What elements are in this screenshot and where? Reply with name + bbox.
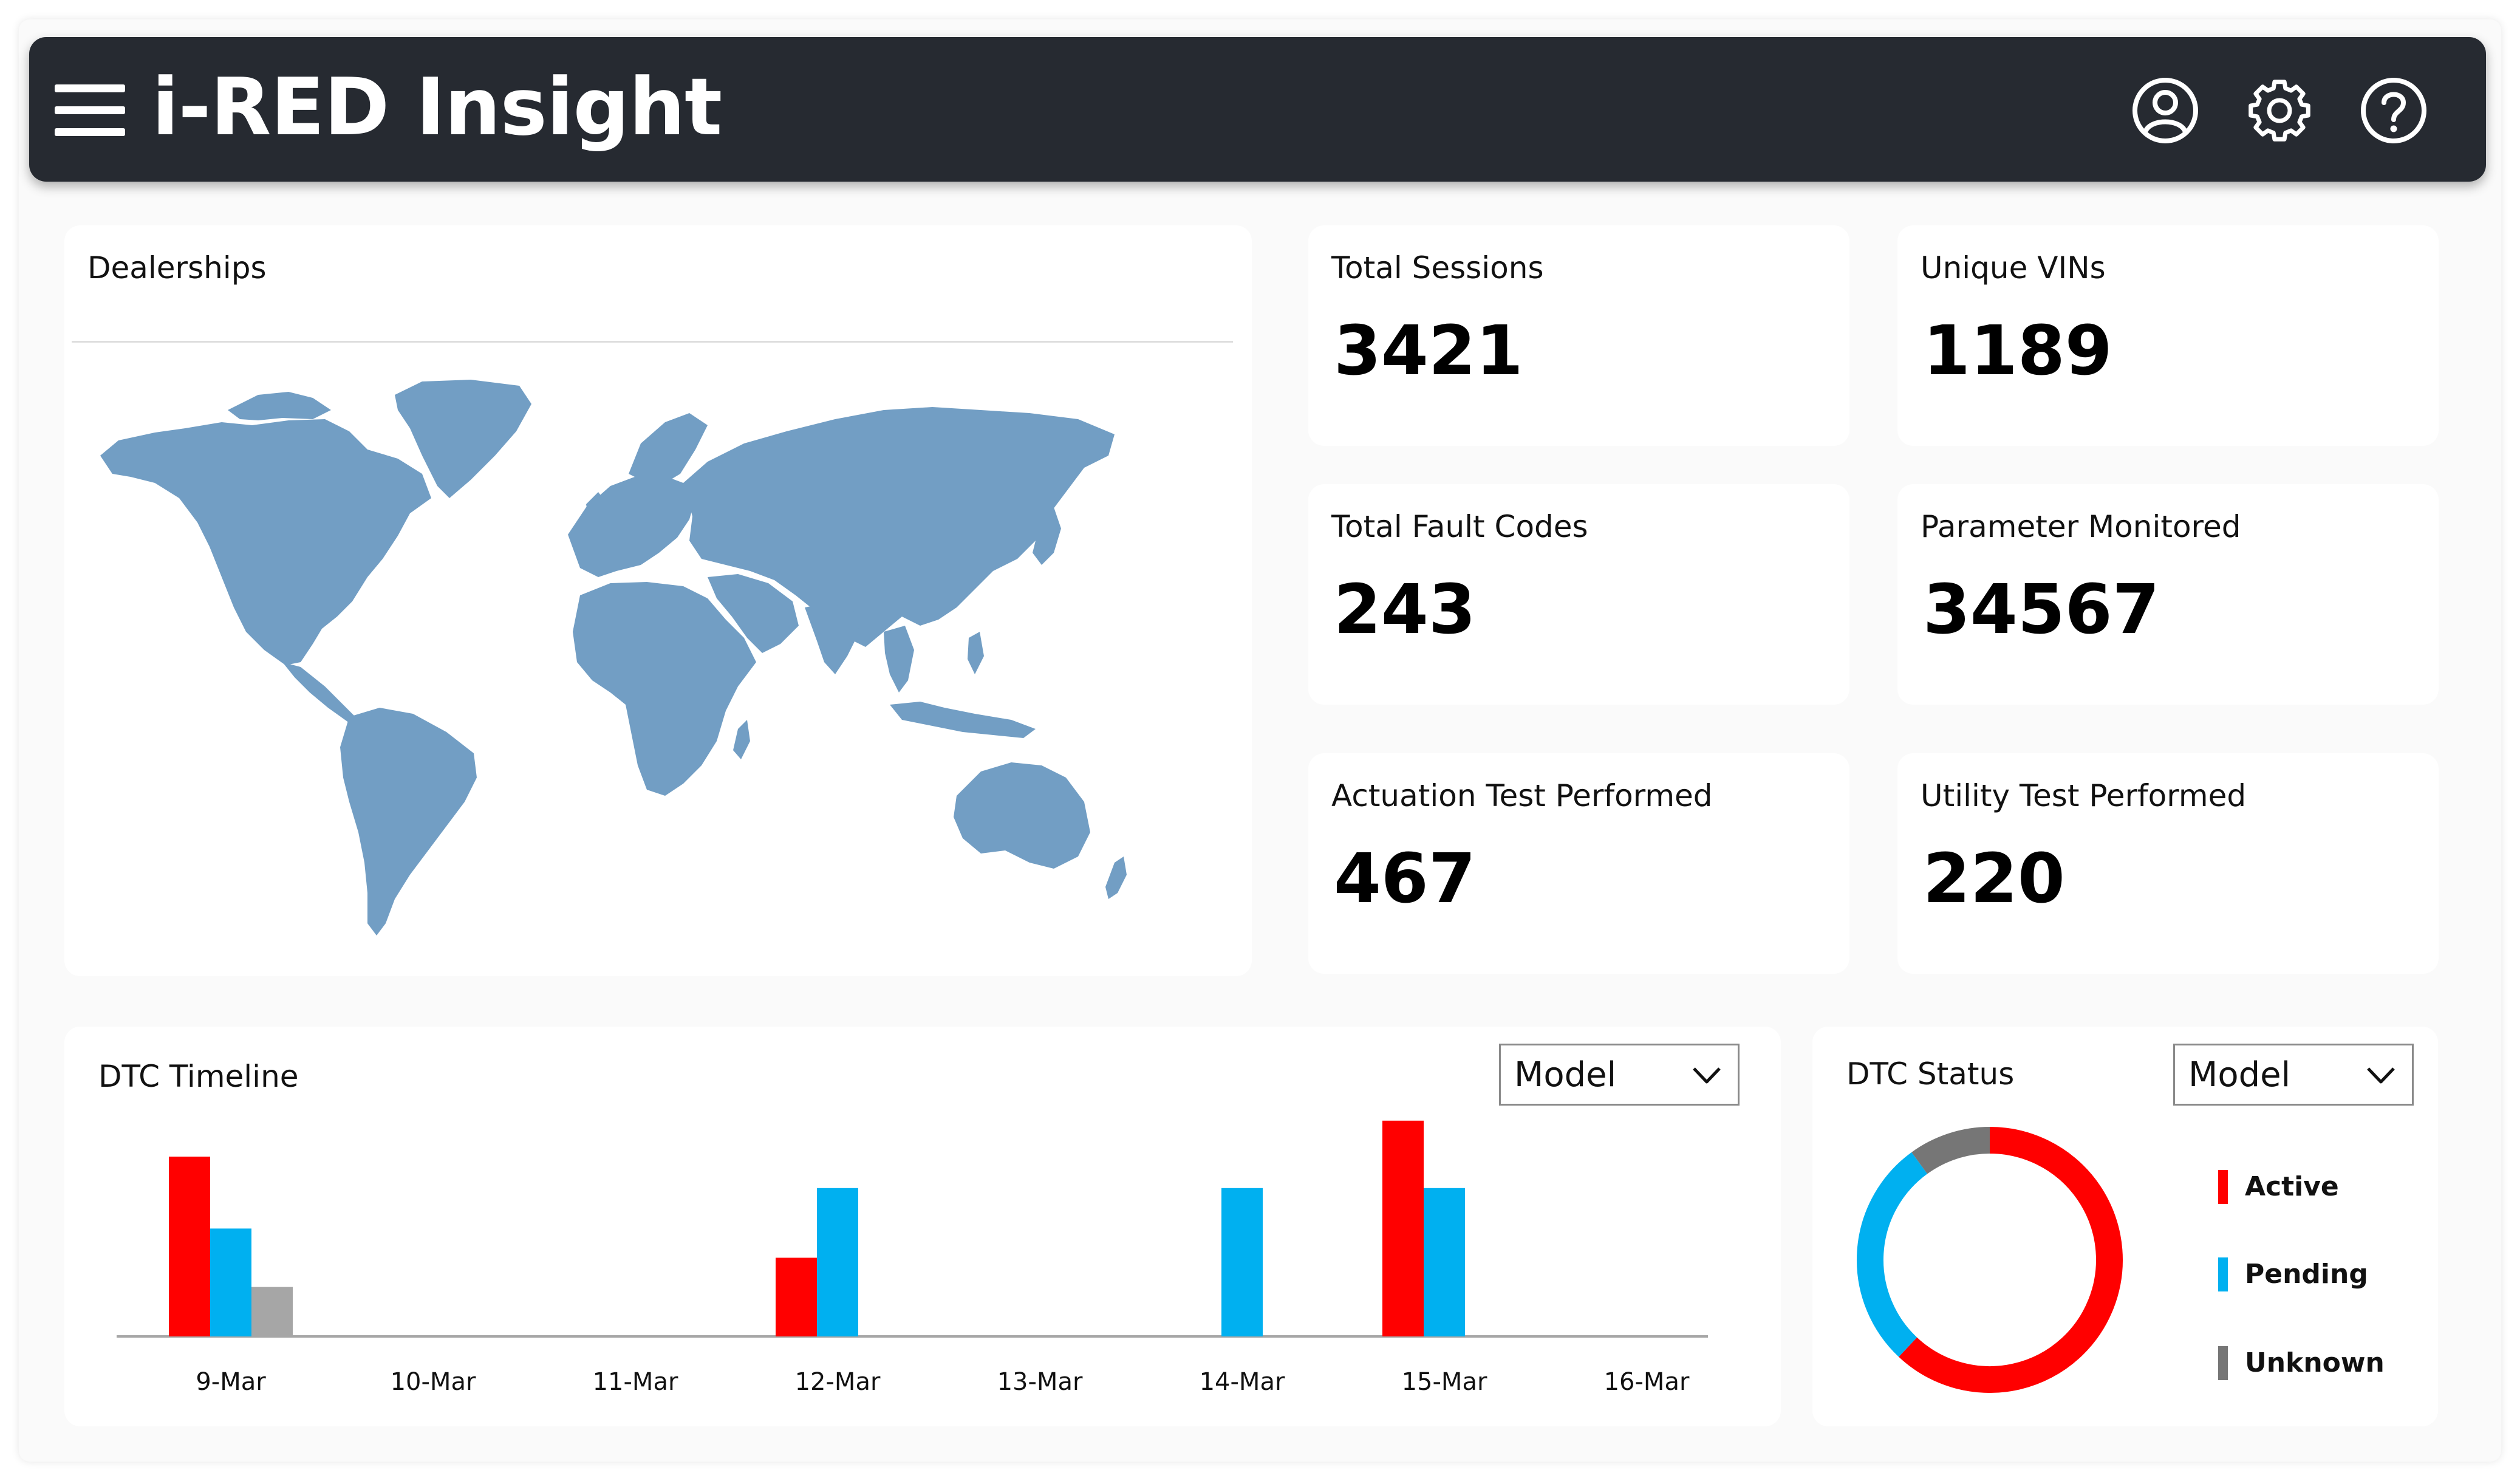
- x-tick-label: 16-Mar: [1604, 1368, 1690, 1396]
- parameter-monitored-card: Parameter Monitored 34567: [1897, 484, 2439, 705]
- donut-slice-pending[interactable]: [1857, 1152, 1928, 1357]
- map-new-zealand: [1105, 857, 1127, 899]
- app-header: i-RED Insight: [29, 37, 2486, 182]
- bar-14-Mar-series-2[interactable]: [1221, 1188, 1263, 1336]
- map-europe: [568, 474, 695, 577]
- help-icon[interactable]: [2359, 76, 2428, 145]
- gear-icon[interactable]: [2245, 76, 2314, 145]
- utility-tests-value: 220: [1923, 840, 2065, 918]
- dtc-timeline-chart: 9-Mar 10-Mar 11-Mar 12-Mar 13-Mar 14-Mar 15-Ma…: [117, 1120, 1708, 1396]
- chevron-down-icon: [2367, 1067, 2395, 1084]
- unique-vins-label: Unique VINs: [1921, 250, 2106, 286]
- map-arctic-islands: [228, 392, 331, 420]
- total-sessions-card: Total Sessions 3421: [1308, 225, 1849, 446]
- dropdown-selected-value: Model: [1514, 1055, 1617, 1095]
- dealerships-title: Dealerships: [87, 250, 267, 286]
- x-tick-label: 9-Mar: [196, 1368, 266, 1396]
- card-divider: [72, 341, 1233, 343]
- map-scandinavia: [629, 413, 708, 483]
- bar-9-Mar-series-1[interactable]: [169, 1157, 210, 1336]
- bar-9-Mar-series-2[interactable]: [210, 1228, 251, 1336]
- parameter-monitored-value: 34567: [1923, 570, 2160, 649]
- legend-swatch-pending: [2218, 1257, 2228, 1291]
- unique-vins-value: 1189: [1923, 312, 2112, 391]
- user-profile-icon[interactable]: [2131, 76, 2200, 145]
- dtc-timeline-title: DTC Timeline: [98, 1059, 299, 1094]
- legend-label-unknown: Unknown: [2245, 1347, 2385, 1378]
- map-asia: [683, 407, 1115, 647]
- map-middle-east: [708, 574, 799, 653]
- chevron-down-icon: [1693, 1067, 1721, 1084]
- x-tick-label: 15-Mar: [1402, 1368, 1487, 1396]
- map-africa: [573, 582, 756, 796]
- bar-9-Mar-series-3[interactable]: [251, 1287, 293, 1336]
- map-north-america: [100, 419, 431, 665]
- actuation-tests-value: 467: [1334, 840, 1476, 918]
- bar-12-Mar-series-2[interactable]: [817, 1188, 858, 1336]
- total-fault-codes-label: Total Fault Codes: [1331, 509, 1588, 544]
- x-tick-label: 14-Mar: [1200, 1368, 1285, 1396]
- dtc-timeline-model-dropdown[interactable]: Model: [1499, 1044, 1740, 1106]
- legend-label-active: Active: [2245, 1171, 2339, 1202]
- x-tick-label: 10-Mar: [391, 1368, 476, 1396]
- map-indonesia: [890, 702, 1036, 738]
- x-tick-label: 11-Mar: [593, 1368, 678, 1396]
- utility-tests-card: Utility Test Performed 220: [1897, 753, 2439, 974]
- total-sessions-label: Total Sessions: [1331, 250, 1544, 286]
- unique-vins-card: Unique VINs 1189: [1897, 225, 2439, 446]
- bar-15-Mar-series-1[interactable]: [1382, 1120, 1424, 1336]
- utility-tests-label: Utility Test Performed: [1921, 778, 2247, 813]
- map-central-america: [282, 662, 355, 723]
- dtc-status-donut-chart: [1857, 1127, 2123, 1393]
- total-fault-codes-card: Total Fault Codes 243: [1308, 484, 1849, 705]
- legend-swatch-active: [2218, 1170, 2228, 1204]
- map-australia: [954, 762, 1090, 869]
- donut-slice-active[interactable]: [1899, 1127, 2123, 1393]
- dtc-timeline-card: DTC Timeline Model 9-Mar 10-Mar 11-Mar 12-M…: [64, 1027, 1781, 1426]
- map-india: [805, 603, 859, 674]
- dtc-status-title: DTC Status: [1846, 1056, 2015, 1092]
- actuation-tests-card: Actuation Test Performed 467: [1308, 753, 1849, 974]
- parameter-monitored-label: Parameter Monitored: [1921, 509, 2241, 544]
- legend-swatch-unknown: [2218, 1346, 2228, 1380]
- x-tick-label: 13-Mar: [997, 1368, 1083, 1396]
- total-sessions-value: 3421: [1334, 312, 1523, 391]
- dropdown-selected-value: Model: [2188, 1055, 2291, 1095]
- map-southeast-asia: [884, 626, 914, 693]
- map-philippines: [968, 632, 984, 674]
- map-greenland: [395, 380, 531, 498]
- total-fault-codes-value: 243: [1334, 570, 1476, 649]
- legend-label-pending: Pending: [2245, 1259, 2368, 1290]
- map-south-america: [340, 708, 477, 935]
- actuation-tests-label: Actuation Test Performed: [1331, 778, 1713, 813]
- map-uk: [586, 492, 607, 522]
- dtc-status-card: DTC Status Model Active Pending Unknown: [1812, 1027, 2438, 1426]
- map-japan: [1033, 507, 1061, 565]
- app-title: i-RED Insight: [152, 61, 722, 153]
- bar-15-Mar-series-2[interactable]: [1424, 1188, 1465, 1336]
- dtc-status-model-dropdown[interactable]: Model: [2173, 1044, 2414, 1106]
- map-madagascar: [733, 720, 750, 759]
- donut-slice-unknown[interactable]: [1911, 1127, 1990, 1174]
- x-tick-label: 12-Mar: [795, 1368, 881, 1396]
- bar-12-Mar-series-1[interactable]: [776, 1257, 817, 1337]
- hamburger-menu-icon[interactable]: [55, 80, 125, 140]
- world-map[interactable]: [82, 377, 1145, 942]
